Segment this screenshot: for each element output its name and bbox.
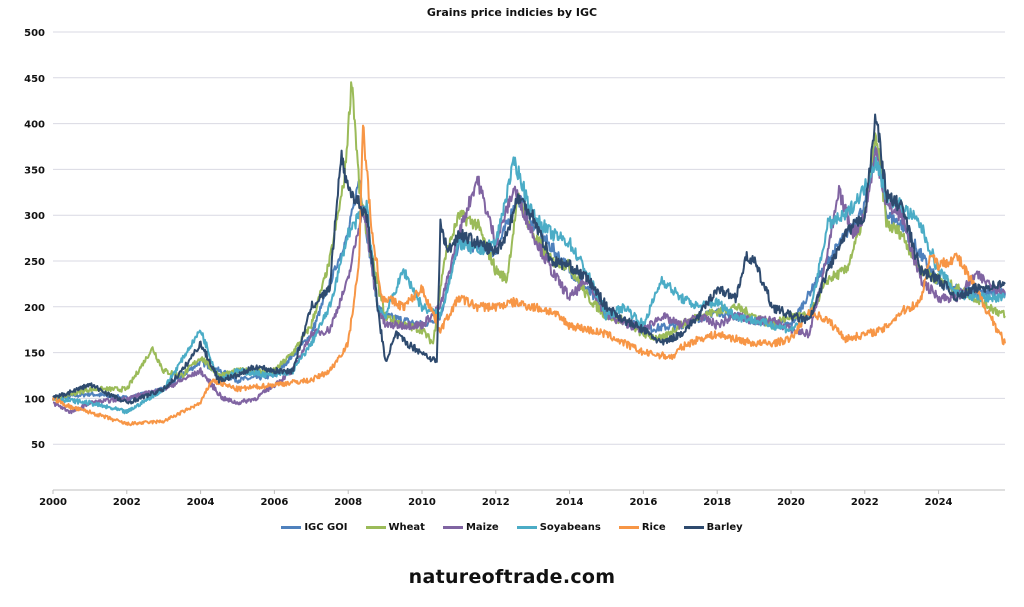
x-tick-label: 2000 [39, 497, 67, 508]
x-tick-label: 2020 [777, 497, 805, 508]
y-tick-label: 100 [24, 394, 45, 405]
legend-swatch [618, 526, 639, 529]
y-axis-ticks: 50 100 150 200 250 300 350 400 450 500 [24, 28, 45, 451]
legend-label: Wheat [388, 522, 425, 533]
x-tick-label: 2004 [187, 497, 215, 508]
y-tick-label: 400 [24, 120, 45, 131]
legend-swatch [365, 526, 386, 529]
x-tick-label: 2018 [703, 497, 731, 508]
series-lines [52, 81, 1006, 427]
site-watermark: natureoftrade.com [408, 566, 616, 588]
legend-item: Soyabeans [516, 522, 601, 533]
chart-title: Grains price indicies by IGC [426, 6, 598, 19]
series-line-soyabeans [52, 156, 1006, 415]
x-tick-label: 2024 [925, 497, 953, 508]
legend-item: Maize [442, 522, 499, 533]
x-tick-label: 2016 [629, 497, 657, 508]
legend-label: Barley [706, 522, 743, 533]
y-tick-label: 50 [31, 440, 45, 451]
legend-label: Maize [465, 522, 499, 533]
x-tick-label: 2010 [408, 497, 436, 508]
series-line-rice [52, 124, 1006, 427]
y-tick-label: 500 [24, 28, 45, 39]
x-tick-label: 2022 [851, 497, 879, 508]
legend-item: IGC GOI [281, 522, 348, 533]
legend-swatch [442, 526, 463, 529]
y-tick-label: 350 [24, 165, 45, 176]
legend-swatch [516, 526, 537, 529]
legend-label: IGC GOI [304, 522, 348, 533]
legend: IGC GOI Wheat Maize Soyabeans Rice Barley [0, 522, 1024, 533]
gridlines [53, 31, 1005, 491]
y-tick-label: 250 [24, 257, 45, 268]
x-tick-label: 2014 [556, 497, 584, 508]
x-axis-ticks: 2000 2002 2004 2006 2008 2010 2012 2014 2016 2018… [39, 490, 953, 508]
x-tick-label: 2006 [260, 497, 288, 508]
legend-item: Rice [618, 522, 666, 533]
legend-item: Barley [683, 522, 743, 533]
y-tick-label: 450 [24, 74, 45, 85]
series-line-barley [52, 113, 1006, 405]
y-tick-label: 300 [24, 211, 45, 222]
y-tick-label: 150 [24, 349, 45, 360]
x-tick-label: 2002 [113, 497, 141, 508]
x-tick-label: 2012 [482, 497, 510, 508]
y-tick-label: 200 [24, 303, 45, 314]
series-line-wheat [52, 81, 1006, 402]
legend-label: Rice [641, 522, 666, 533]
legend-swatch [683, 526, 704, 529]
legend-item: Wheat [365, 522, 425, 533]
x-tick-label: 2008 [334, 497, 362, 508]
legend-label: Soyabeans [539, 522, 601, 533]
legend-swatch [281, 526, 302, 529]
